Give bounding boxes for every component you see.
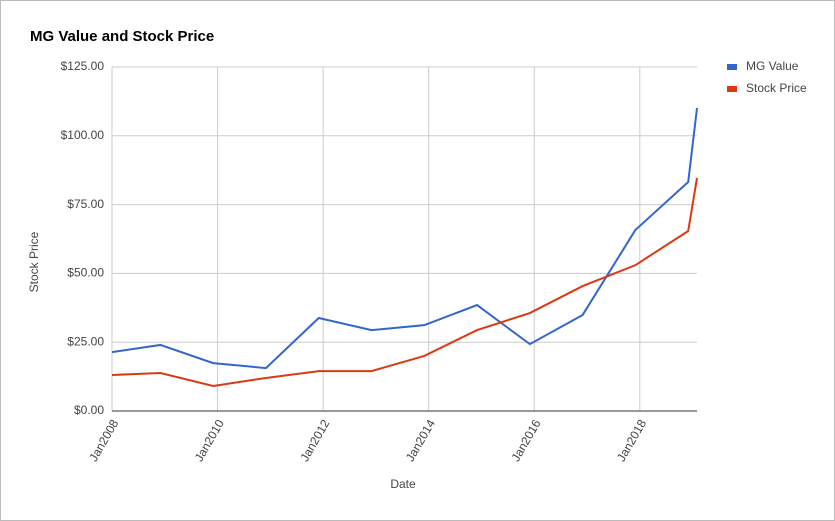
y-tick-label: $100.00 xyxy=(61,128,105,142)
series-line xyxy=(111,107,698,370)
chart-title: MG Value and Stock Price xyxy=(30,28,214,45)
y-tick-label: $25.00 xyxy=(67,334,104,348)
y-tick-label: $75.00 xyxy=(67,197,104,211)
x-axis-title: Date xyxy=(390,477,416,491)
y-tick-label: $0.00 xyxy=(74,403,104,417)
legend-label: Stock Price xyxy=(746,81,807,95)
y-tick-label: $50.00 xyxy=(67,266,104,280)
y-tick-label: $125.00 xyxy=(61,59,105,73)
legend-label: MG Value xyxy=(746,59,799,73)
legend-swatch xyxy=(727,86,737,92)
legend-swatch xyxy=(727,64,737,70)
series-line xyxy=(111,177,698,387)
y-axis-title: Stock Price xyxy=(27,231,41,292)
